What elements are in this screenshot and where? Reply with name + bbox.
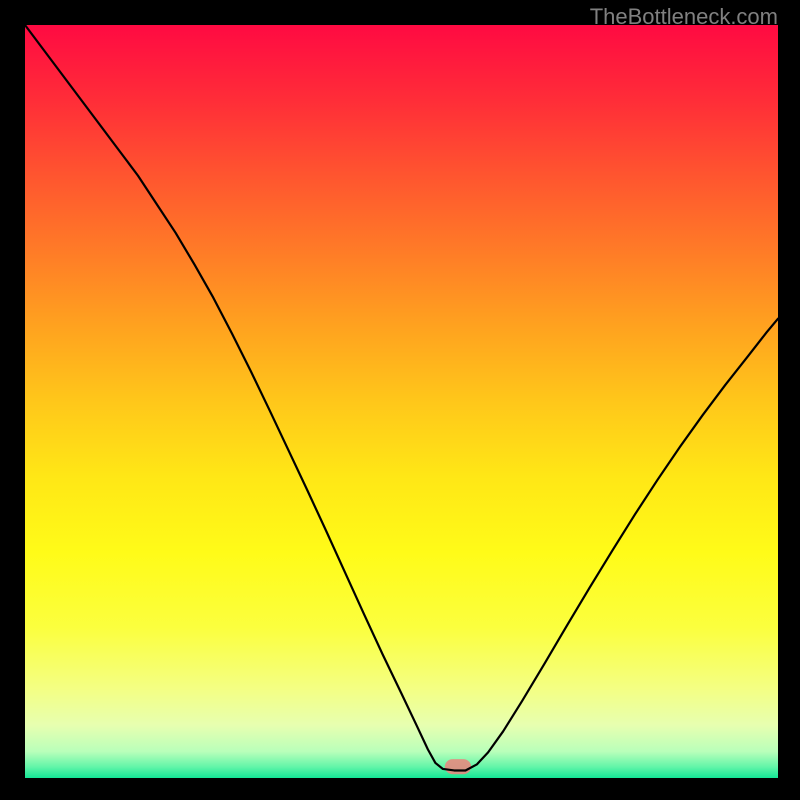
plot-background [25,25,778,778]
chart-frame: TheBottleneck.com [0,0,800,800]
bottleneck-chart [0,0,800,800]
optimal-marker [445,759,471,774]
watermark-label: TheBottleneck.com [590,4,778,30]
